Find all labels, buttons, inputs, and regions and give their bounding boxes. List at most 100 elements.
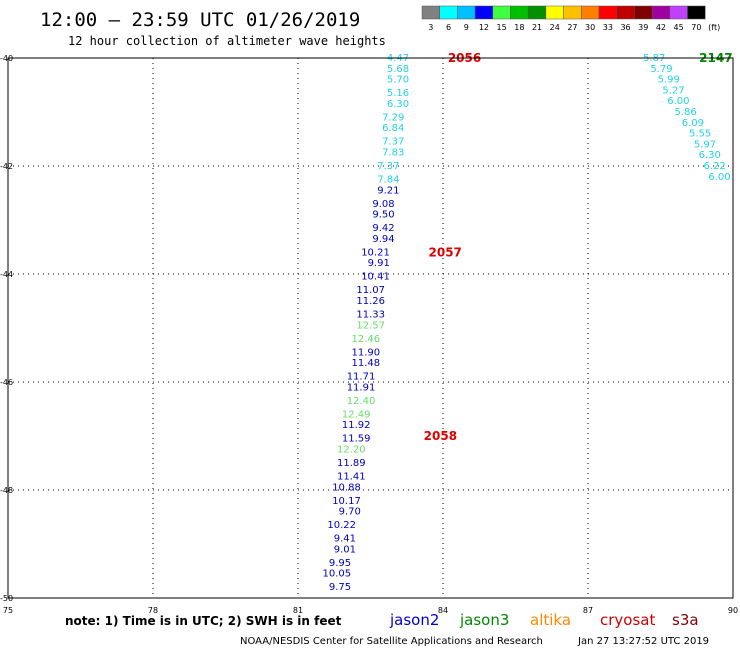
track-1-value: 9.70 [339,507,361,518]
track-1-value: 11.07 [356,285,385,296]
mission-jason2: jason2 [389,611,439,629]
track-1-value: 9.21 [377,185,399,196]
y-tick-label: -50 [0,594,13,603]
colorbar-swatch [545,5,564,20]
track-2-value: 5.79 [650,64,672,75]
track-1-value: 10.22 [327,520,356,531]
colorbar-swatch [651,5,671,20]
colorbar-swatch [687,5,706,20]
track-1-value: 11.91 [347,382,376,393]
colorbar-swatch [527,5,547,20]
track-1-value: 11.92 [342,420,371,431]
y-tick-label: -42 [0,162,13,171]
track-2-value: 6.09 [682,118,704,129]
colorbar-label: 70 [691,23,701,32]
pass-time-label: 2058 [424,429,457,443]
colorbar-swatch [492,5,511,20]
track-1-value: 11.71 [347,372,376,383]
colorbar-swatch [439,5,458,20]
x-tick-label: 90 [728,606,738,615]
track-1-value: 6.30 [387,99,409,110]
y-tick-label: -44 [0,270,13,279]
colorbar-swatch [457,5,476,20]
track-1-value: 10.88 [332,482,361,493]
mission-jason3: jason3 [459,611,509,629]
footnote: note: 1) Time is in UTC; 2) SWH is in fe… [65,614,342,628]
map-frame [7,57,734,599]
y-tick-label: -46 [0,378,13,387]
track-1-value: 9.41 [334,534,356,545]
track-1-value: 9.08 [372,199,394,210]
x-tick-label: 81 [293,606,303,615]
y-tick-label: -40 [0,54,13,63]
colorbar-swatch [598,5,617,20]
colorbar-label: 45 [674,23,684,32]
colorbar-swatch [581,5,600,20]
mission-altika: altika [530,611,571,629]
colorbar-label: 6 [446,23,451,32]
track-1-value: 11.90 [352,347,381,358]
x-tick-label: 84 [438,606,448,615]
colorbar-label: 3 [428,23,433,32]
colorbar-label: 30 [585,23,595,32]
track-1-value: 10.41 [361,272,390,283]
track-2-value: 6.00 [708,172,730,183]
track-2-value: 5.27 [662,85,684,96]
track-1-value: 7.83 [382,148,404,159]
colorbar-label: 12 [479,23,489,32]
track-1-value: 12.40 [347,396,376,407]
track-2-value: 5.99 [658,75,680,86]
track-1-value: 9.94 [372,234,394,245]
colorbar-swatch [421,5,440,20]
mission-legend: jason2 jason3 altika cryosat s3a [389,611,699,629]
colorbar-legend: 3 6 9 12 15 18 21 24 27 30 33 36 39 42 45 70 (ft) [421,5,720,32]
track-2-value: 6.22 [703,161,725,172]
colorbar-swatch [474,5,494,20]
x-tick-label: 87 [583,606,593,615]
track-1-value: 11.48 [352,358,381,369]
track-1-value: 12.46 [352,334,381,345]
track-1-value: 11.26 [356,296,385,307]
track-1-value: 5.70 [387,75,409,86]
colorbar-label: 18 [514,23,524,32]
colorbar-swatch [510,5,529,20]
track-2-value: 5.55 [689,129,711,140]
track-1-value: 9.75 [329,582,351,593]
x-tick-label: 78 [148,606,158,615]
track-1-value: 7.29 [382,112,404,123]
track-1-value: 6.84 [382,123,404,134]
mission-cryosat: cryosat [600,611,655,629]
track-1-value: 11.59 [342,434,371,445]
track-1-value: 7.84 [377,175,399,186]
track-1-value: 7.37 [382,137,404,148]
colorbar-swatch [669,5,688,20]
track-1-value: 9.01 [334,544,356,555]
track-1-value: 11.41 [337,472,366,483]
x-tick-label: 75 [3,606,13,615]
chart-subtitle: 12 hour collection of altimeter wave hei… [68,34,386,48]
colorbar-label: 36 [620,23,630,32]
track-2-value: 6.30 [699,150,721,161]
colorbar-swatch [616,5,635,20]
colorbar-label: 24 [550,23,560,32]
colorbar-label: 27 [567,23,577,32]
track-1-value: 9.50 [372,210,394,221]
mission-s3a: s3a [672,611,699,629]
pass-time-label: 2057 [429,245,462,259]
track-2-value: 5.97 [694,139,716,150]
track-1-value: 11.33 [356,310,385,321]
colorbar-label: 39 [638,23,648,32]
colorbar-label: 33 [603,23,613,32]
track-1-value: 5.68 [387,64,409,75]
y-tick-label: -48 [0,486,13,495]
track-1-value: 12.57 [356,320,385,331]
track-1-value: 12.49 [342,409,371,420]
track-1-value: 10.05 [323,569,352,580]
footer-credit: NOAA/NESDIS Center for Satellite Applica… [240,636,543,647]
colorbar-label: 21 [532,23,542,32]
track-1-value: 9.95 [329,558,351,569]
track-1-value: 10.21 [361,247,390,258]
colorbar-label: 15 [497,23,507,32]
